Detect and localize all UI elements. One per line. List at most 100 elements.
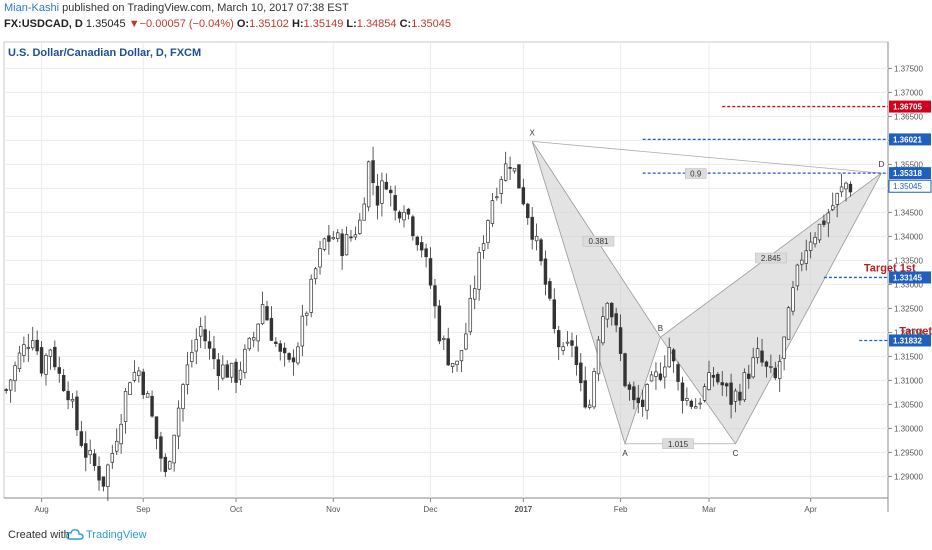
candle-down <box>526 203 530 219</box>
low-label: L: <box>346 18 357 30</box>
y-tick-label: 1.36500 <box>894 112 923 121</box>
candle-up <box>366 161 371 208</box>
candle-up <box>110 452 115 463</box>
level-price-tag <box>889 334 931 347</box>
candle-down <box>291 357 296 363</box>
candle-up <box>503 163 508 181</box>
time-axis[interactable]: Aug Sep Oct Nov Dec 2017 Feb Mar Apr <box>34 498 817 514</box>
candle-down <box>556 330 561 348</box>
y-tick-label: 1.34500 <box>894 208 923 217</box>
candle-up <box>260 304 265 325</box>
candle-down <box>437 305 442 342</box>
candle-down <box>39 347 44 374</box>
candle-down <box>393 194 397 211</box>
candle-down <box>614 313 618 326</box>
candle-down <box>57 367 61 374</box>
candle-up <box>455 360 459 366</box>
candle-up <box>844 182 848 190</box>
candle-down <box>389 189 393 194</box>
candle-down <box>265 306 269 321</box>
candle-down <box>411 216 415 237</box>
candle-up <box>468 297 473 333</box>
candle-down <box>278 343 282 352</box>
candle-down <box>150 395 154 417</box>
candle-up <box>256 323 260 342</box>
candle-up <box>181 384 185 410</box>
x-tick-label: Aug <box>34 505 48 514</box>
candle-up <box>751 357 755 378</box>
candle-down <box>433 285 437 307</box>
publish-info: Mian-Kashi published on TradingView.com,… <box>4 2 349 14</box>
price-change: ▼−0.00057 (−0.04%) <box>128 18 234 30</box>
candle-up <box>769 366 773 368</box>
pattern-point-b: B <box>658 324 663 333</box>
y-tick-label: 1.37500 <box>894 64 923 73</box>
candle-down <box>203 329 207 342</box>
candle-up <box>442 338 446 340</box>
candle-down <box>676 364 680 382</box>
candle-down <box>154 416 159 439</box>
candle-down <box>163 456 168 473</box>
pattern-line-xd <box>532 140 882 174</box>
candle-up <box>132 372 137 381</box>
pattern-point-d: D <box>878 160 884 169</box>
candle-down <box>610 302 614 318</box>
candle-up <box>119 423 123 445</box>
candle-down <box>66 390 70 401</box>
candle-down <box>349 236 353 239</box>
candle-up <box>813 236 817 245</box>
y-tick-label: 1.29000 <box>894 472 923 481</box>
level-price-label: 1.36021 <box>893 135 922 144</box>
candle-down <box>640 399 645 407</box>
open-value: 1.35102 <box>249 18 289 30</box>
candle-up <box>839 186 844 193</box>
candle-down <box>671 349 676 362</box>
x-tick-label: Mar <box>702 505 716 514</box>
candle-up <box>106 464 110 488</box>
candle-up <box>70 399 75 402</box>
candle-up <box>123 390 128 422</box>
level-price-tag <box>889 167 931 180</box>
candle-down <box>623 353 627 387</box>
candle-up <box>8 379 13 391</box>
candle-down <box>207 341 212 349</box>
author-link[interactable]: Mian-Kashi <box>4 2 60 14</box>
tradingview-brand[interactable]: TradingView <box>86 529 147 541</box>
candle-down <box>327 235 331 242</box>
candle-down <box>760 350 764 363</box>
candle-up <box>831 205 835 210</box>
candle-up <box>742 372 747 401</box>
candle-up <box>362 203 366 221</box>
candle-up <box>168 461 172 470</box>
candle-up <box>733 390 738 402</box>
candle-down <box>415 236 419 246</box>
x-tick-label: Sep <box>136 505 151 514</box>
candle-down <box>4 389 8 391</box>
candle-down <box>680 382 685 401</box>
created-with-text: Created with <box>8 529 70 541</box>
y-tick-label: 1.32500 <box>894 304 923 313</box>
candle-down <box>552 299 557 329</box>
pattern-point-a: A <box>622 449 628 458</box>
pattern-point-c: C <box>733 449 739 458</box>
candle-down <box>428 258 433 286</box>
candle-down <box>35 339 39 352</box>
candle-up <box>194 339 198 352</box>
candle-up <box>654 371 658 377</box>
chart-title: U.S. Dollar/Canadian Dollar, D, FXCM <box>8 47 201 59</box>
price-axis[interactable]: 1.29000 1.29500 1.30000 1.30500 1.31000 1.315… <box>888 64 932 481</box>
candle-down <box>658 373 663 380</box>
candle-up <box>702 386 707 401</box>
candle-down <box>269 318 274 341</box>
candle-up <box>305 312 309 316</box>
candle-up <box>596 339 601 375</box>
x-tick-label: Dec <box>423 505 437 514</box>
y-tick-label: 1.31500 <box>894 352 923 361</box>
published-text: published on TradingView.com, March 10, … <box>62 2 349 14</box>
symbol-label[interactable]: FX:USDCAD, D <box>4 18 83 30</box>
candle-down <box>212 348 216 360</box>
candle-up <box>477 252 481 290</box>
candle-down <box>371 160 375 184</box>
